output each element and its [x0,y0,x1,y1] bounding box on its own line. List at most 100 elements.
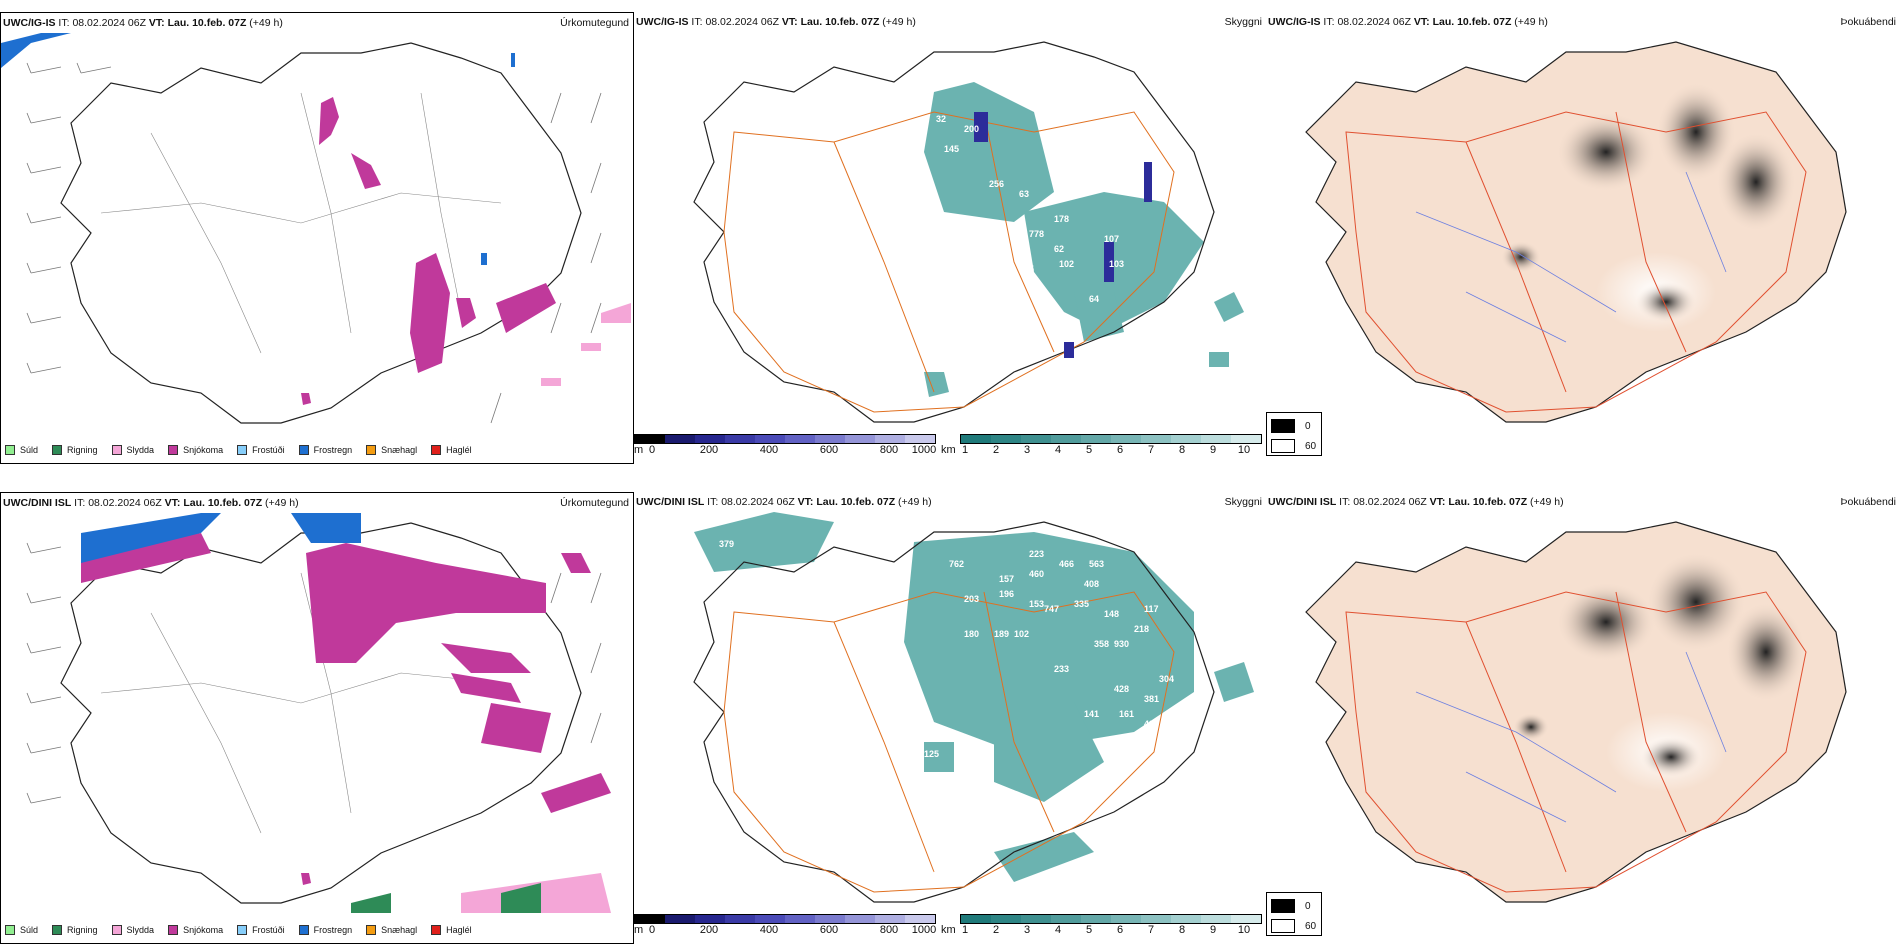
road-network [1345,111,1807,413]
legend-swatch [366,925,377,935]
precip-type-panel-bottom: UWC/DINI ISL IT: 08.02.2024 06Z VT: Lau.… [0,492,634,944]
panel-title: UWC/IG-IS IT: 08.02.2024 06Z VT: Lau. 10… [1268,16,1548,28]
iceland-cloud-map: 379 762 203 157 196 153 460 223 466 563 … [693,512,1254,903]
fog-legend-swatch [1271,919,1295,933]
precip-legend: Súld Rigning Slydda Snjókoma Frostúði Fr… [5,925,486,935]
legend-swatch [111,445,122,455]
svg-text:762: 762 [949,559,964,569]
fog-legend-swatch [1271,439,1295,453]
legend-item: Frostregn [298,445,352,455]
svg-text:930: 930 [1114,639,1129,649]
panel-title: UWC/DINI ISL IT: 08.02.2024 06Z VT: Lau.… [636,496,932,508]
svg-text:200: 200 [964,124,979,134]
svg-text:64: 64 [1089,294,1099,304]
fog-legend-row: 60 [1271,439,1317,453]
legend-item: Slydda [111,445,154,455]
svg-text:256: 256 [989,179,1004,189]
legend-item: Haglél [431,445,472,455]
legend-item: Haglél [431,925,472,935]
svg-text:141: 141 [1084,709,1099,719]
svg-text:563: 563 [1089,559,1104,569]
iceland-coastline [693,41,1215,423]
legend-swatch [237,445,248,455]
legend-swatch [5,445,15,455]
svg-text:148: 148 [1104,609,1119,619]
legend-swatch [298,445,309,455]
svg-text:358: 358 [1094,639,1109,649]
svg-text:480: 480 [1144,719,1159,729]
svg-text:189: 189 [994,629,1009,639]
precip-legend: Súld Rigning Slydda Snjókoma Frostúði Fr… [5,445,486,455]
panel-name: Úrkomutegund [560,497,629,509]
legend-swatch [5,925,15,935]
legend-item: Súld [5,925,38,935]
panel-title: UWC/IG-IS IT: 08.02.2024 06Z VT: Lau. 10… [3,17,283,29]
svg-text:379: 379 [719,539,734,549]
iceland-precip-map [1,33,631,424]
svg-text:63: 63 [924,869,934,879]
fog-legend-swatch [1271,419,1295,433]
svg-text:125: 125 [924,749,939,759]
legend-item: Frostregn [298,925,352,935]
legend-item: Snæhagl [366,445,417,455]
fog-legend-row: 0 [1271,419,1317,433]
cloud-base-unit: m [634,924,644,936]
rivers [1415,651,1727,823]
panel-name: Þokuábendi [1840,496,1896,508]
snow-areas [301,97,556,405]
legend-item: Slydda [111,925,154,935]
cloud-panel-top: UWC/IG-IS IT: 08.02.2024 06Z VT: Lau. 10… [634,12,1266,464]
svg-text:103: 103 [1109,259,1124,269]
svg-text:32: 32 [936,114,946,124]
cloud-base-unit: m [634,444,644,456]
svg-text:335: 335 [1074,599,1089,609]
iceland-coastline [693,521,1215,903]
road-network [723,591,1175,893]
svg-text:233: 233 [1054,664,1069,674]
iceland-fog-map [1305,41,1847,423]
legend-swatch [52,445,63,455]
iceland-coastline [60,42,582,424]
panel-title: UWC/DINI ISL IT: 08.02.2024 06Z VT: Lau.… [3,497,299,509]
svg-text:153: 153 [1029,599,1044,609]
svg-text:102: 102 [1014,629,1029,639]
fog-legend-row: 60 [1271,919,1317,933]
legend-swatch [111,925,122,935]
legend-swatch [237,925,248,935]
svg-text:304: 304 [1159,674,1174,684]
rivers [1415,171,1727,343]
svg-text:107: 107 [1104,234,1119,244]
svg-text:145: 145 [944,144,959,154]
legend-item: Rigning [52,445,98,455]
legend-swatch [366,445,377,455]
svg-text:63: 63 [1019,189,1029,199]
road-network [723,111,1175,413]
svg-text:778: 778 [1029,229,1044,239]
legend-swatch [431,925,442,935]
legend-item: Snjókoma [168,445,223,455]
legend-item: Frostúði [237,445,285,455]
cloud-panel-bottom: UWC/DINI ISL IT: 08.02.2024 06Z VT: Lau.… [634,492,1266,944]
legend-swatch [431,445,442,455]
panel-name: Þokuábendi [1840,16,1896,28]
visibility-areas [694,512,1254,882]
svg-text:381: 381 [1144,694,1159,704]
svg-text:161: 161 [1119,709,1134,719]
legend-item: Rigning [52,925,98,935]
panel-name: Skyggni [1224,496,1262,508]
visibility-unit: km [941,924,956,936]
fog-legend-swatch [1271,899,1295,913]
legend-item: Snæhagl [366,925,417,935]
svg-text:117: 117 [1144,604,1159,614]
precip-type-panel-top: UWC/IG-IS IT: 08.02.2024 06Z VT: Lau. 10… [0,12,634,464]
svg-text:218: 218 [1134,624,1149,634]
legend-swatch [168,445,179,455]
svg-text:428: 428 [1114,684,1129,694]
svg-text:259: 259 [1062,329,1077,339]
iceland-fog-map [1305,521,1847,903]
iceland-land [1305,521,1847,903]
legend-item: Súld [5,445,38,455]
visibility-colorbar: 1 2 3 4 5 6 7 8 9 10 [960,434,1262,456]
legend-item: Frostúði [237,925,285,935]
iceland-land [1305,41,1847,423]
